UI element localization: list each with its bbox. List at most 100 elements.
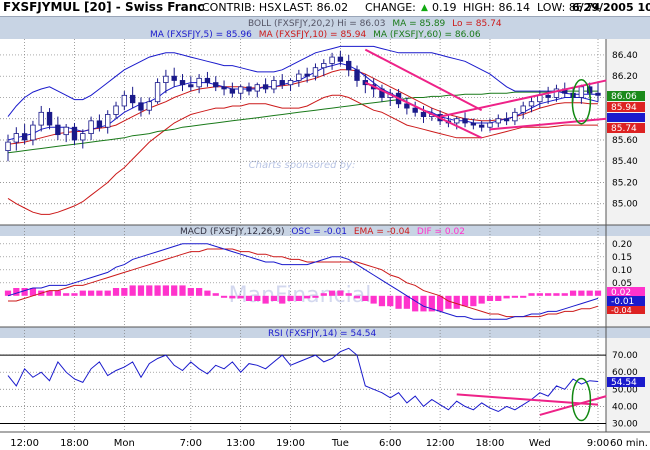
candle-up (512, 111, 518, 122)
osc-bar (187, 288, 194, 296)
osc-bar (428, 295, 435, 312)
candle-up (196, 77, 202, 88)
osc-bar (362, 295, 369, 301)
osc-bar (96, 290, 103, 296)
osc-bar (486, 295, 494, 301)
candle-up (254, 84, 260, 92)
rsi-tick-label: 40.00 (612, 402, 638, 412)
osc-bar (412, 295, 419, 312)
osc-bar (520, 295, 527, 298)
x-tick-label: 9:00 (587, 438, 609, 449)
ma60-line (7, 90, 598, 154)
candle-up (312, 67, 319, 77)
x-tick-label: 19:00 (276, 438, 305, 449)
price-tick-label: 85.00 (612, 200, 638, 210)
candle-down (221, 86, 227, 90)
x-tick-label: 18:00 (476, 438, 505, 449)
candle-down (188, 84, 194, 88)
candle-up (537, 94, 543, 103)
osc-bar (345, 293, 352, 296)
candle-up (329, 56, 335, 64)
datetime-label: 6/29/2005 10:00 (572, 1, 650, 14)
candle-down (129, 94, 136, 104)
candle-down (262, 84, 269, 90)
title-bar: FXSFJYMUL [20] - Swiss Franc CONTRIB: HS… (0, 0, 650, 17)
contrib-label: CONTRIB: HSX (202, 1, 282, 14)
sponsor-text: Charts sponsored by: (249, 160, 356, 171)
candle-up (495, 118, 501, 124)
osc-bar (395, 295, 402, 309)
candle-down (71, 126, 78, 141)
osc-bar (171, 285, 178, 296)
osc-bar (270, 295, 278, 301)
osc-bar (387, 295, 394, 307)
candle-up (146, 101, 152, 111)
candle-up (63, 126, 69, 136)
ma-legend-bar (0, 28, 650, 39)
candle-down (46, 111, 53, 126)
candle-up (237, 86, 244, 94)
osc-bar (212, 293, 219, 296)
candle-down (171, 75, 177, 81)
candle-down (179, 80, 186, 86)
price-channel-upper (364, 48, 483, 112)
osc-bar (154, 285, 161, 296)
candle-up (5, 141, 11, 151)
price-tick-label: 85.60 (612, 136, 638, 146)
rsi-badge: 54.54 (611, 378, 637, 388)
osc-bar (353, 295, 361, 299)
price-tick-label: 86.20 (612, 72, 638, 82)
osc-bar (403, 295, 410, 309)
osc-bar (220, 295, 228, 298)
osc-bar (553, 293, 560, 296)
osc-bar (453, 295, 460, 309)
candle-up (487, 122, 493, 128)
price-badge-ma60: 86.06 (611, 92, 637, 102)
x-tick-label: 7:00 (180, 438, 202, 449)
osc-bar (295, 295, 302, 301)
osc-bar (304, 295, 311, 299)
candle-up (80, 133, 86, 141)
ma60-legend: MA (FXSFJY,60) = 86.06 (373, 30, 481, 40)
osc-bar (420, 295, 427, 312)
low-label: LOW: 85.74 (537, 1, 601, 14)
macd-legend-prefix: MACD (FXSFJY,12,26,9) (180, 227, 284, 237)
change-label: CHANGE: (365, 1, 416, 14)
candle-down (304, 73, 310, 77)
candle-down (404, 103, 410, 109)
osc-bar (478, 295, 485, 304)
rsi-trend-line-falling (456, 393, 599, 406)
osc-bar (528, 293, 535, 296)
x-tick-label: 12:00 (426, 438, 455, 449)
macd-legend-bar (0, 225, 650, 236)
candle-down (246, 86, 252, 92)
price-badge-blue-bg (607, 113, 645, 122)
osc-bar (586, 290, 593, 296)
osc-bar (104, 290, 111, 296)
candle-up (13, 133, 19, 143)
candle-down (478, 124, 485, 128)
osc-bar (370, 295, 377, 304)
osc-bar (46, 290, 53, 296)
ma-legend: MA (FXSFJY,5) = 85.96 MA (FXSFJY,10) = 8… (150, 30, 481, 40)
candle-up (113, 105, 119, 115)
macd-badge-dif: 0.02 (611, 288, 631, 298)
osc-bar (87, 290, 95, 296)
candle-down (279, 80, 285, 86)
price-badge-ma60-bg (607, 91, 645, 101)
price-tick-label: 85.20 (612, 178, 638, 188)
osc-bar (112, 288, 120, 296)
boll-legend: BOLL (FXSFJY,20,2) Hi = 86.03 MA = 85.89… (248, 19, 502, 29)
x-tick-label: 12:00 (10, 438, 39, 449)
candle-down (503, 118, 510, 122)
osc-bar (511, 295, 519, 298)
osc-bar (436, 295, 444, 312)
price-badge-lo: 85.74 (611, 124, 637, 134)
price-channel-lower (364, 81, 483, 139)
candle-down (354, 69, 360, 81)
candle-up (296, 73, 302, 81)
ema-line (8, 248, 599, 318)
candle-down (213, 82, 219, 88)
change-value: 0.19 (432, 1, 457, 14)
